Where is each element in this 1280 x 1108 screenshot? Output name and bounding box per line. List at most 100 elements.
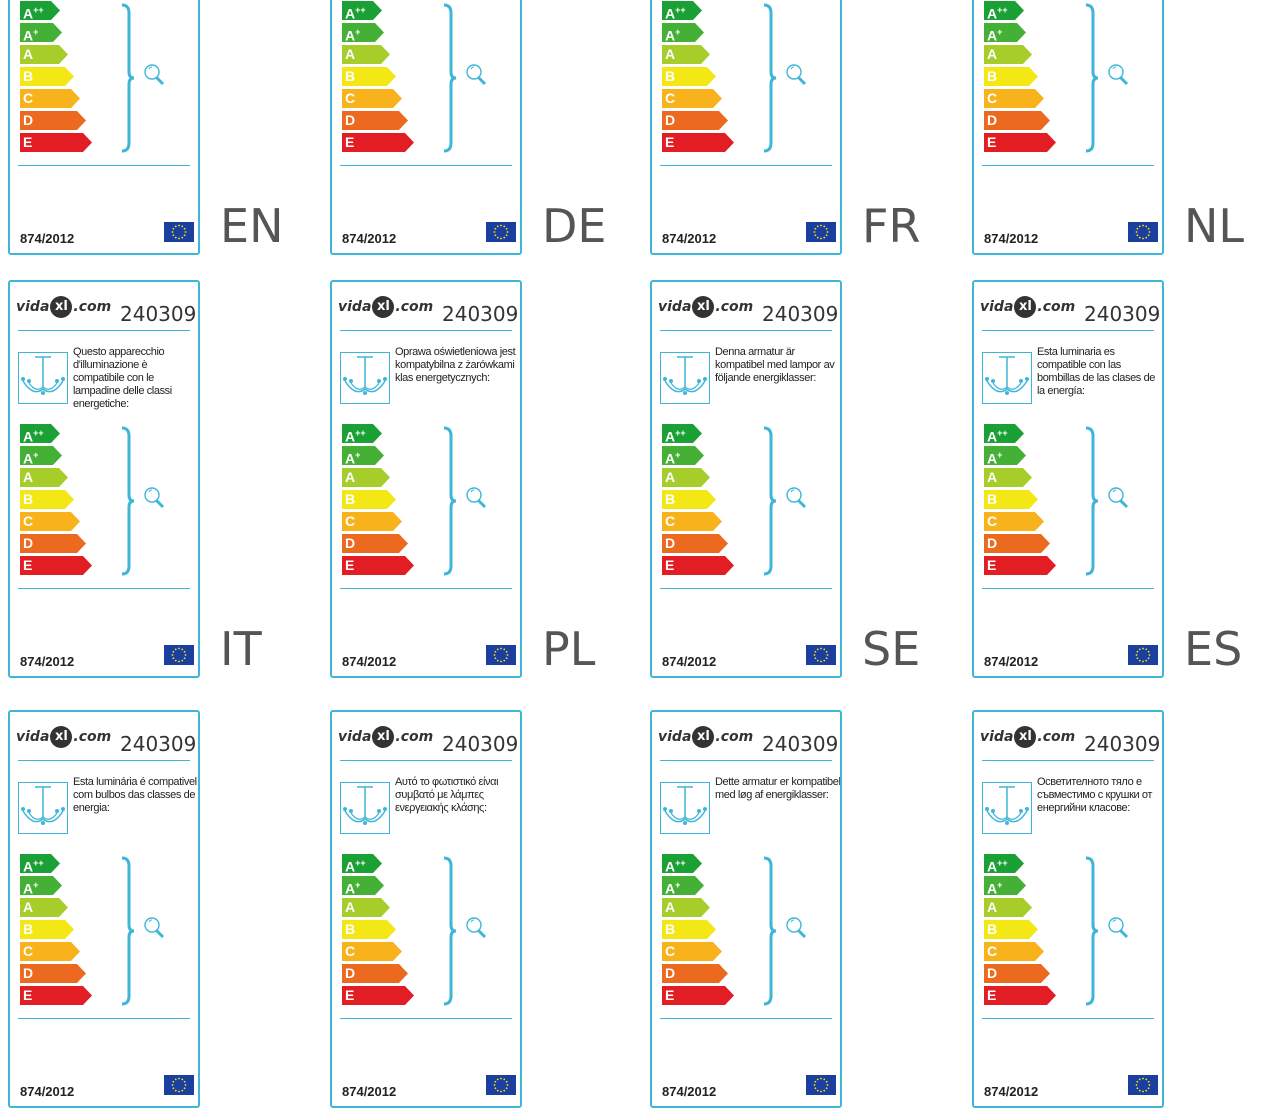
chandelier-icon (982, 352, 1032, 404)
vidaxl-logo: vida xl .com (338, 296, 433, 318)
chandelier-icon (18, 352, 68, 404)
energy-class-arrow: B (984, 67, 1038, 86)
chandelier-icon (340, 352, 390, 404)
energy-label-card: vida xl .com 240309 Осветителното тяло е съв… (972, 710, 1164, 1108)
energy-class-arrow: E (984, 986, 1056, 1005)
footer-divider (982, 588, 1154, 589)
energy-label-card: vida xl .com 240309 Esta luminaria es compat… (972, 280, 1164, 678)
product-code: 240309 (1084, 732, 1161, 756)
header-divider (982, 330, 1154, 331)
eu-flag-icon (164, 645, 194, 665)
energy-class-arrow: B (20, 920, 74, 939)
regulation-number: 874/2012 (342, 231, 397, 246)
energy-class-arrow: D (984, 964, 1050, 983)
energy-class-scale: A++ A+ A B C D E (984, 1, 1056, 155)
compatibility-description: Questo apparecchio d'illuminazione è com… (73, 346, 172, 410)
bulb-icon (1104, 61, 1132, 89)
energy-class-arrow: E (662, 133, 734, 152)
language-code: DE (542, 199, 607, 253)
energy-label-card: vida xl .com 240309 Questo apparecchio d'ill… (8, 280, 200, 678)
energy-class-arrow: A+ (662, 23, 704, 42)
header-divider (660, 330, 832, 331)
language-code: ES (1184, 622, 1243, 676)
footer-divider (660, 1018, 832, 1019)
energy-class-arrow: C (984, 89, 1044, 108)
language-code: FR (862, 199, 921, 253)
energy-class-arrow: A (20, 898, 68, 917)
energy-class-arrow: A++ (662, 424, 702, 443)
vidaxl-logo: vida xl .com (16, 296, 111, 318)
compatibility-description: Осветителното тяло е съвместимо с крушки… (1037, 776, 1153, 814)
bulb-icon (462, 484, 490, 512)
language-code: SE (862, 622, 921, 676)
chandelier-icon (18, 782, 68, 834)
product-code: 240309 (442, 302, 519, 326)
energy-class-arrow: D (342, 964, 408, 983)
compatibility-description: Esta luminária é compativel com bulbos d… (73, 776, 197, 814)
bulb-icon (140, 914, 168, 942)
footer-divider (340, 165, 512, 166)
energy-class-arrow: E (662, 986, 734, 1005)
brace-icon (120, 856, 136, 1011)
energy-class-scale: A++ A+ A B C D E (984, 424, 1056, 578)
energy-class-arrow: B (984, 920, 1038, 939)
energy-class-arrow: C (984, 942, 1044, 961)
energy-class-scale: A++ A+ A B C D E (662, 854, 734, 1008)
footer-divider (18, 165, 190, 166)
compatibility-description: Esta luminaria es compatible con las bom… (1037, 346, 1156, 397)
energy-label-card: vida xl .com 240309 Dette armatur er kompati… (650, 710, 842, 1108)
product-code: 240309 (762, 732, 839, 756)
energy-class-arrow: A+ (342, 876, 384, 895)
footer-divider (18, 588, 190, 589)
bulb-icon (462, 914, 490, 942)
energy-class-arrow: A++ (984, 1, 1024, 20)
energy-class-arrow: C (342, 512, 402, 531)
energy-class-arrow: B (342, 490, 396, 509)
compatibility-description: Oprawa oświetleniowa jest kompatybilna z… (395, 346, 516, 384)
bulb-icon (140, 61, 168, 89)
energy-label-card: vida xl .com 240309 Oprawa oświetleniowa jes… (330, 280, 522, 678)
bulb-icon (1104, 914, 1132, 942)
regulation-number: 874/2012 (662, 654, 717, 669)
regulation-number: 874/2012 (342, 654, 397, 669)
eu-flag-icon (486, 1075, 516, 1095)
energy-class-arrow: D (662, 964, 728, 983)
chandelier-icon (340, 782, 390, 834)
energy-class-arrow: D (984, 111, 1050, 130)
regulation-number: 874/2012 (984, 231, 1039, 246)
energy-class-scale: A++ A+ A B C D E (984, 854, 1056, 1008)
regulation-number: 874/2012 (20, 654, 75, 669)
energy-class-scale: A++ A+ A B C D E (662, 424, 734, 578)
energy-class-arrow: A (662, 468, 710, 487)
energy-class-arrow: A++ (662, 1, 702, 20)
energy-class-arrow: D (342, 534, 408, 553)
brace-icon (762, 426, 778, 581)
footer-divider (340, 588, 512, 589)
energy-class-arrow: E (984, 133, 1056, 152)
vidaxl-logo: vida xl .com (16, 726, 111, 748)
energy-class-arrow: D (342, 111, 408, 130)
eu-flag-icon (806, 222, 836, 242)
energy-class-arrow: A+ (20, 446, 62, 465)
regulation-number: 874/2012 (662, 231, 717, 246)
energy-class-arrow: D (662, 111, 728, 130)
regulation-number: 874/2012 (984, 654, 1039, 669)
energy-class-scale: A++ A+ A B C D E (662, 1, 734, 155)
bulb-icon (140, 484, 168, 512)
energy-class-arrow: A++ (662, 854, 702, 873)
language-code: EN (220, 199, 284, 253)
eu-flag-icon (806, 645, 836, 665)
chandelier-icon (660, 782, 710, 834)
energy-class-arrow: A (20, 45, 68, 64)
energy-class-arrow: A+ (984, 446, 1026, 465)
header-divider (18, 760, 190, 761)
energy-class-arrow: D (984, 534, 1050, 553)
vidaxl-logo: vida xl .com (658, 296, 753, 318)
energy-label-card: vida xl .com 240309 Αυτό το φωτιστικό είναι … (330, 710, 522, 1108)
energy-class-arrow: C (662, 89, 722, 108)
energy-class-arrow: A (342, 468, 390, 487)
header-divider (18, 330, 190, 331)
energy-class-scale: A++ A+ A B C D E (342, 854, 414, 1008)
